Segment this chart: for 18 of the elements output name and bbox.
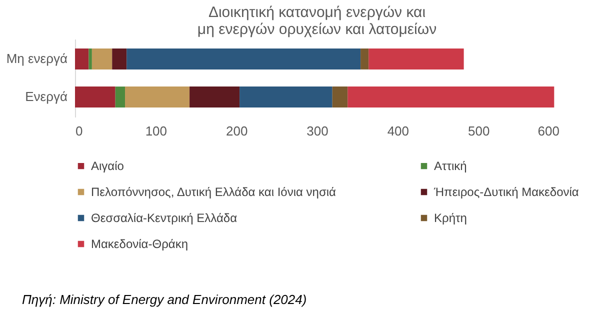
x-tick-label: 600 — [538, 124, 560, 138]
x-tick-label: 300 — [306, 124, 328, 138]
x-tick-label: 400 — [387, 124, 410, 138]
x-tick-label: 200 — [226, 124, 248, 138]
legend-label: Θεσσαλία-Κεντρική Ελλάδα — [91, 211, 238, 225]
legend-label: Μακεδονία-Θράκη — [91, 237, 188, 251]
y-tick-label: Ενεργά — [25, 89, 68, 104]
x-tick-label: 500 — [468, 124, 490, 138]
x-tick-label: 0 — [76, 124, 83, 138]
text: Πηγή: Ministry of Energy and Environment (2024) — [22, 292, 307, 307]
legend-label: Αιγαίο — [91, 159, 124, 174]
legend-label: Πελοπόννησος, Δυτική Ελλάδα και Ιόνια νησιά — [91, 185, 336, 199]
legend-label: Ήπειρος-Δυτική Μακεδονία — [433, 185, 579, 199]
y-tick-label: Μη ενεργά — [6, 50, 68, 66]
legend-label: Κρήτη — [434, 211, 467, 225]
legend-label: Αττική — [434, 159, 467, 174]
x-tick-label: 100 — [145, 124, 168, 138]
chart-title: Διοικητική κατανομή ενεργών και μη ενεργών ορυχείων και λατομείων — [197, 4, 437, 38]
